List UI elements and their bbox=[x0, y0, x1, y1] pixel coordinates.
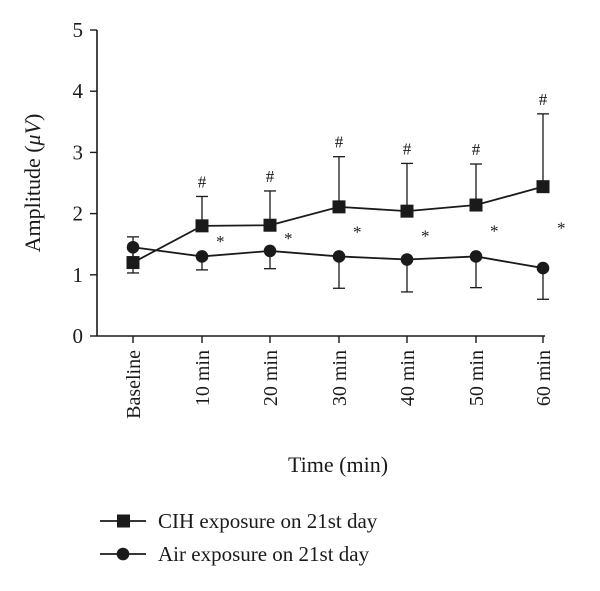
data-point-square bbox=[195, 219, 209, 233]
data-point-square bbox=[400, 204, 414, 218]
data-point-square bbox=[126, 256, 140, 270]
y-tick-label: 3 bbox=[73, 140, 84, 164]
data-point-square bbox=[469, 198, 483, 212]
legend-entry: CIH exposure on 21st day bbox=[100, 509, 378, 533]
significance-annotations: # # # # # # * * * * * * bbox=[198, 90, 566, 251]
y-tick-label: 1 bbox=[73, 263, 84, 287]
legend-circle-marker bbox=[116, 547, 130, 561]
x-tick-label: 60 min bbox=[533, 350, 555, 406]
star-annotation: * bbox=[353, 223, 362, 242]
legend-entry: Air exposure on 21st day bbox=[100, 542, 370, 566]
x-tick-label: 30 min bbox=[329, 350, 351, 406]
y-tick-label: 0 bbox=[73, 324, 84, 348]
y-tick-label: 4 bbox=[73, 79, 84, 103]
data-point-circle bbox=[195, 250, 209, 263]
data-point-circle bbox=[536, 261, 550, 275]
x-tick-label: Baseline bbox=[123, 350, 145, 419]
star-annotation: * bbox=[490, 222, 499, 241]
hash-annotation: # bbox=[266, 167, 275, 186]
x-tick-label: 40 min bbox=[397, 350, 419, 406]
star-annotation: * bbox=[284, 229, 293, 248]
series-markers bbox=[126, 180, 550, 275]
legend: CIH exposure on 21st day Air exposure on … bbox=[100, 509, 378, 566]
x-axis-label: Time (min) bbox=[288, 452, 388, 477]
hash-annotation: # bbox=[403, 139, 412, 158]
star-annotation: * bbox=[557, 218, 566, 237]
hash-annotation: # bbox=[198, 172, 207, 191]
x-tick-label: 20 min bbox=[260, 350, 282, 406]
data-point-square bbox=[536, 180, 550, 194]
y-ticks: 0 1 2 3 4 5 bbox=[73, 18, 97, 348]
axes bbox=[96, 30, 545, 337]
legend-label: Air exposure on 21st day bbox=[158, 542, 370, 566]
legend-label: CIH exposure on 21st day bbox=[158, 509, 378, 533]
data-point-circle bbox=[469, 250, 483, 263]
y-tick-label: 5 bbox=[73, 18, 84, 42]
hash-annotation: # bbox=[539, 90, 548, 109]
hash-annotation: # bbox=[335, 133, 344, 152]
star-annotation: * bbox=[421, 226, 430, 245]
x-tick-label: 50 min bbox=[466, 350, 488, 406]
y-axis-label: Amplitude (μV) bbox=[20, 114, 45, 253]
error-bars bbox=[127, 113, 549, 300]
data-point-square bbox=[263, 218, 277, 232]
legend-square-marker bbox=[117, 514, 130, 528]
x-tick-label: 10 min bbox=[192, 350, 214, 406]
data-point-circle bbox=[400, 253, 414, 266]
x-ticks: Baseline 10 min 20 min 30 min 40 min 50 min 60… bbox=[123, 336, 555, 419]
data-point-square bbox=[332, 200, 346, 214]
data-point-circle bbox=[126, 240, 140, 254]
y-tick-label: 2 bbox=[73, 202, 84, 226]
hash-annotation: # bbox=[472, 140, 481, 159]
star-annotation: * bbox=[216, 232, 225, 251]
data-point-circle bbox=[332, 250, 346, 263]
data-point-circle bbox=[263, 244, 277, 258]
